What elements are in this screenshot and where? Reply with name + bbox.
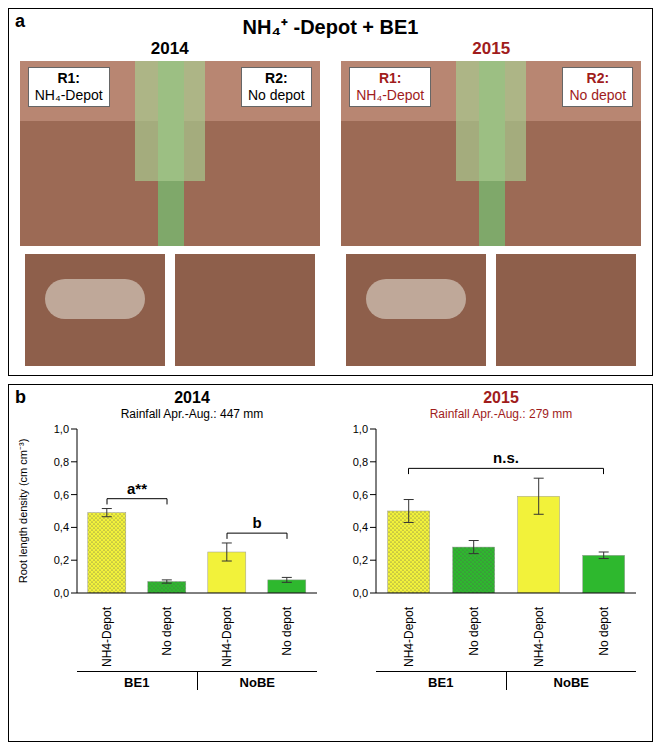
svg-text:0,0: 0,0 bbox=[54, 587, 69, 599]
svg-text:0,8: 0,8 bbox=[353, 456, 368, 468]
html-text:R1:: R1: bbox=[57, 70, 80, 86]
svg-text:a**: a** bbox=[127, 480, 147, 497]
html-text:BE1: BE1 bbox=[124, 675, 150, 690]
html-text:R2:: R2: bbox=[265, 70, 288, 86]
svg-text:0,6: 0,6 bbox=[54, 489, 69, 501]
svg-text:0,2: 0,2 bbox=[353, 554, 368, 566]
html-text:R1:: R1: bbox=[379, 70, 402, 86]
html-text:NoBE: NoBE bbox=[553, 675, 589, 690]
svg-text:No depot: No depot bbox=[280, 606, 294, 655]
svg-text:0,4: 0,4 bbox=[353, 521, 368, 533]
svg-text:1,0: 1,0 bbox=[353, 423, 368, 435]
html-text:No depot: No depot bbox=[569, 87, 627, 103]
svg-text:No depot: No depot bbox=[160, 606, 174, 655]
svg-text:No depot: No depot bbox=[467, 606, 481, 655]
html-text:Rainfall Apr.-Aug.: 279 mm: Rainfall Apr.-Aug.: 279 mm bbox=[429, 407, 573, 421]
svg-text:0,4: 0,4 bbox=[54, 521, 69, 533]
svg-text:n.s.: n.s. bbox=[493, 449, 519, 466]
html-text:a: a bbox=[15, 11, 25, 31]
svg-text:Root length density (cm cm⁻³): Root length density (cm cm⁻³) bbox=[17, 439, 29, 584]
html-text:NoBE: NoBE bbox=[239, 675, 275, 690]
html-text:2015: 2015 bbox=[483, 389, 519, 406]
html-text:NH₄-Depot: NH₄-Depot bbox=[34, 87, 103, 103]
html-text:2014: 2014 bbox=[174, 389, 210, 406]
svg-text:b: b bbox=[252, 514, 261, 531]
svg-text:0,8: 0,8 bbox=[54, 456, 69, 468]
html-text:BE1: BE1 bbox=[428, 675, 454, 690]
svg-text:0,0: 0,0 bbox=[353, 587, 368, 599]
svg-text:NH4-Depot: NH4-Depot bbox=[100, 606, 114, 667]
html-text:b: b bbox=[15, 387, 26, 407]
svg-text:NH4-Depot: NH4-Depot bbox=[402, 606, 416, 667]
html-text:NH₄⁺ -Depot + BE1: NH₄⁺ -Depot + BE1 bbox=[242, 16, 419, 38]
html-text:NH₄-Depot: NH₄-Depot bbox=[356, 87, 425, 103]
svg-text:NH4-Depot: NH4-Depot bbox=[220, 606, 234, 667]
svg-text:1,0: 1,0 bbox=[54, 423, 69, 435]
svg-text:0,2: 0,2 bbox=[54, 554, 69, 566]
html-text:2015: 2015 bbox=[472, 39, 511, 58]
svg-text:No depot: No depot bbox=[597, 606, 611, 655]
svg-text:0,6: 0,6 bbox=[353, 489, 368, 501]
html-text:No depot: No depot bbox=[247, 87, 305, 103]
html-text:R2:: R2: bbox=[586, 70, 610, 86]
html-text:Rainfall Apr.-Aug.: 447 mm: Rainfall Apr.-Aug.: 447 mm bbox=[120, 407, 264, 421]
html-text:2014: 2014 bbox=[150, 39, 189, 58]
svg-text:NH4-Depot: NH4-Depot bbox=[532, 606, 546, 667]
